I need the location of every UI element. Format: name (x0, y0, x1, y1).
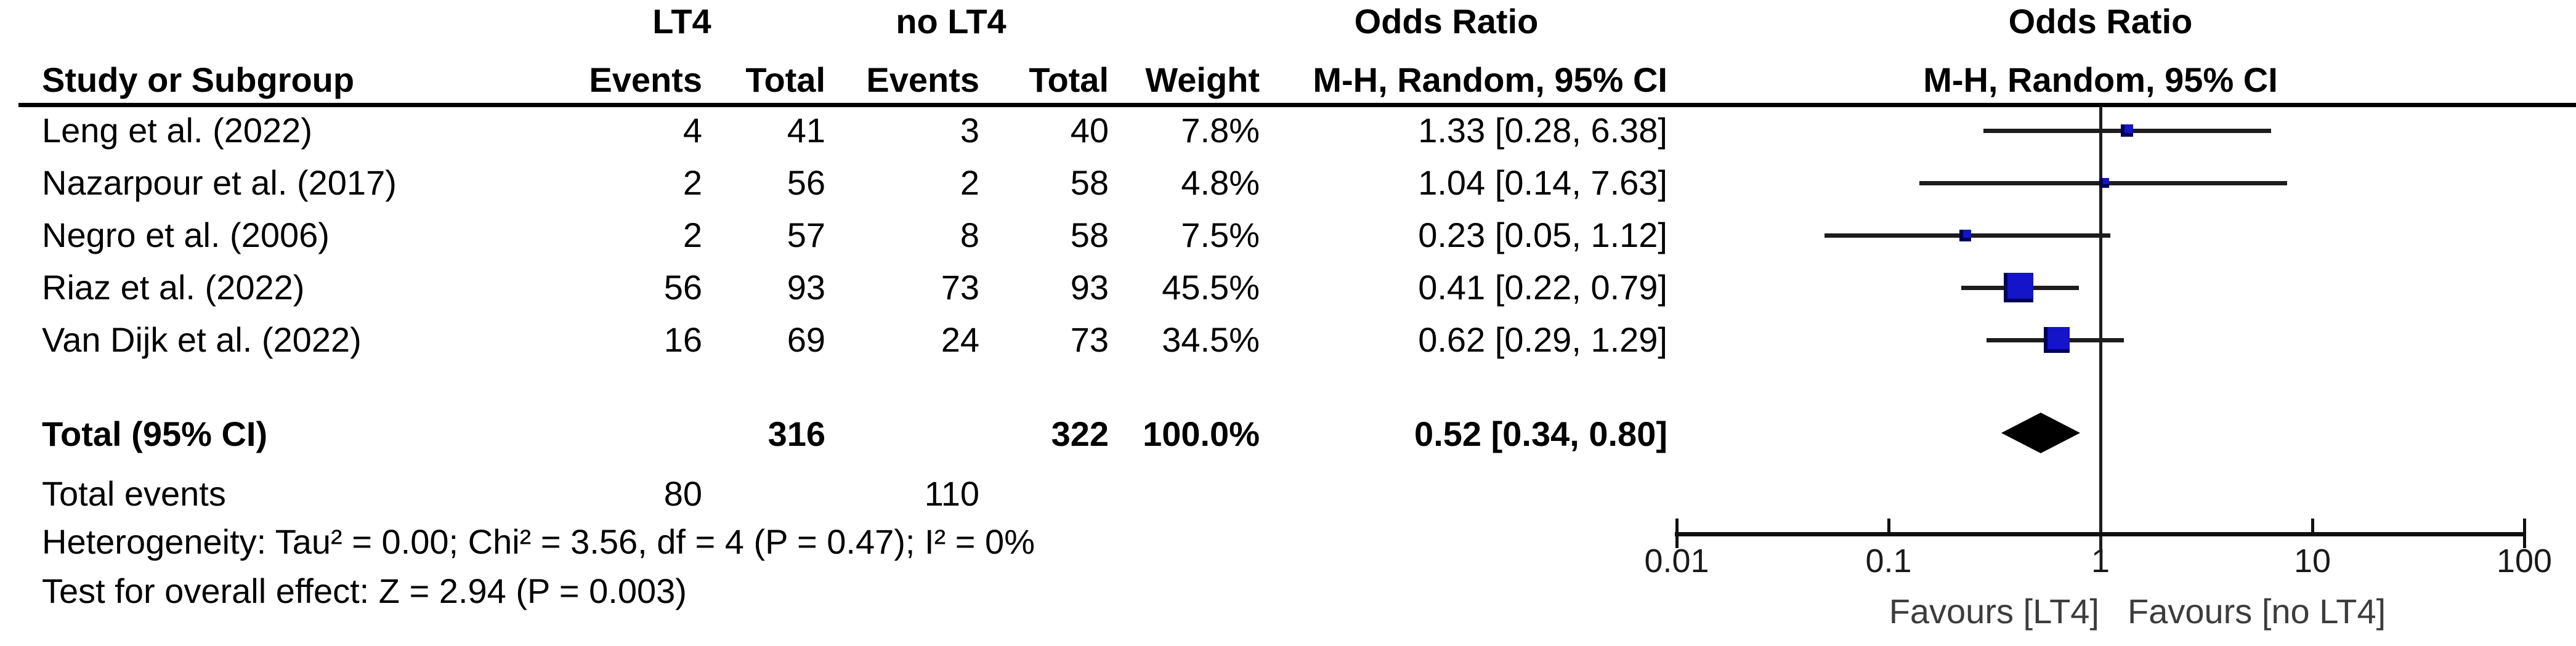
axis-tick (1887, 519, 1890, 534)
lt4-events-value: 16 (663, 320, 702, 359)
nolt4-events-value: 24 (941, 320, 979, 359)
total-ci-text: 0.52 [0.34, 0.80] (1414, 414, 1667, 453)
col-header-nolt4-events: Events (866, 60, 979, 99)
total-events-lt4: 80 (663, 474, 702, 513)
total-lt4-total: 316 (768, 414, 825, 453)
total-row-label: Total (95% CI) (42, 414, 268, 453)
weight-value: 4.8% (1181, 163, 1260, 202)
overall-effect-text: Test for overall effect: Z = 2.94 (P = 0… (42, 571, 687, 610)
nolt4-events-value: 2 (960, 163, 979, 202)
col-header-ci-text: M-H, Random, 95% CI (1313, 60, 1667, 99)
axis-tick-label: 1 (2091, 543, 2110, 579)
col-header-lt4-events: Events (589, 60, 702, 99)
study-label: Nazarpour et al. (2017) (42, 163, 397, 202)
total-diamond (2001, 413, 2080, 453)
study-label: Van Dijk et al. (2022) (42, 320, 362, 359)
col-header-nolt4-total: Total (1029, 60, 1109, 99)
total-weight: 100.0% (1143, 414, 1260, 453)
favours-right-label: Favours [no LT4] (2128, 592, 2386, 631)
effect-square (2044, 327, 2070, 353)
lt4-total-value: 41 (787, 111, 825, 150)
effect-square (1959, 230, 1971, 241)
null-effect-line (2099, 107, 2102, 549)
nolt4-events-value: 3 (960, 111, 979, 150)
col-header-ci-plot: M-H, Random, 95% CI (1923, 60, 2278, 99)
header-group-odds-ratio-text: Odds Ratio (1354, 2, 1539, 41)
col-header-lt4-total: Total (745, 60, 825, 99)
header-group-no-lt4: no LT4 (896, 2, 1007, 41)
axis-tick-label: 100 (2496, 543, 2553, 579)
study-label: Riaz et al. (2022) (42, 268, 305, 307)
lt4-events-value: 2 (682, 216, 702, 254)
col-header-weight: Weight (1145, 60, 1260, 99)
effect-square (2004, 273, 2033, 302)
lt4-events-value: 2 (682, 163, 702, 202)
lt4-total-value: 56 (787, 163, 825, 202)
header-rule (18, 103, 2576, 107)
nolt4-total-value: 73 (1070, 320, 1109, 359)
axis-tick (2311, 519, 2314, 534)
lt4-events-value: 56 (663, 268, 702, 307)
axis-tick (2523, 519, 2526, 548)
weight-value: 7.8% (1181, 111, 1260, 150)
lt4-total-value: 93 (787, 268, 825, 307)
axis-tick-label: 10 (2293, 543, 2331, 579)
favours-left-label: Favours [LT4] (1889, 592, 2099, 631)
lt4-total-value: 57 (787, 216, 825, 254)
col-header-study: Study or Subgroup (42, 60, 355, 99)
header-group-lt4: LT4 (652, 2, 711, 41)
total-nolt4-total: 322 (1051, 414, 1109, 453)
weight-value: 7.5% (1181, 216, 1260, 254)
weight-value: 45.5% (1162, 268, 1260, 307)
header-group-odds-ratio-plot: Odds Ratio (2008, 2, 2193, 41)
ci-text-value: 0.62 [0.29, 1.29] (1418, 320, 1667, 359)
ci-text-value: 1.04 [0.14, 7.63] (1418, 163, 1667, 202)
ci-text-value: 0.41 [0.22, 0.79] (1418, 268, 1667, 307)
effect-square (2121, 124, 2133, 137)
nolt4-total-value: 93 (1070, 268, 1109, 307)
study-label: Negro et al. (2006) (42, 216, 330, 254)
effect-square (2099, 178, 2109, 188)
nolt4-total-value: 58 (1070, 163, 1109, 202)
nolt4-events-value: 73 (941, 268, 979, 307)
axis-tick-label: 0.1 (1865, 543, 1912, 579)
study-label: Leng et al. (2022) (42, 111, 312, 150)
total-events-label: Total events (42, 474, 226, 513)
nolt4-total-value: 58 (1070, 216, 1109, 254)
lt4-events-value: 4 (682, 111, 702, 150)
ci-text-value: 1.33 [0.28, 6.38] (1418, 111, 1667, 150)
nolt4-total-value: 40 (1070, 111, 1109, 150)
ci-text-value: 0.23 [0.05, 1.12] (1418, 216, 1667, 254)
weight-value: 34.5% (1162, 320, 1260, 359)
heterogeneity-text: Heterogeneity: Tau² = 0.00; Chi² = 3.56,… (42, 522, 1035, 561)
axis-tick (1675, 519, 1679, 548)
axis-tick-label: 0.01 (1644, 543, 1709, 579)
x-axis (1675, 532, 2526, 536)
lt4-total-value: 69 (787, 320, 825, 359)
nolt4-events-value: 8 (960, 216, 979, 254)
total-events-nolt4: 110 (924, 474, 979, 513)
